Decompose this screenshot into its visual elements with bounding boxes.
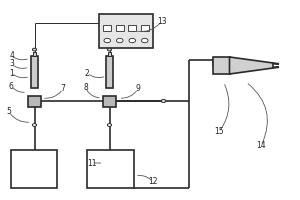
Text: 14: 14 bbox=[256, 142, 266, 150]
Bar bbox=[108, 52, 111, 56]
Text: 15: 15 bbox=[214, 128, 224, 136]
Bar bbox=[33, 52, 36, 56]
Bar bbox=[11, 150, 57, 188]
Circle shape bbox=[107, 124, 112, 126]
Bar bbox=[31, 56, 38, 88]
Text: 6: 6 bbox=[9, 82, 14, 90]
Text: 13: 13 bbox=[157, 17, 167, 25]
Text: 4: 4 bbox=[10, 51, 14, 60]
Text: 11: 11 bbox=[87, 158, 96, 168]
Circle shape bbox=[161, 100, 166, 102]
Text: 3: 3 bbox=[9, 60, 14, 68]
Text: 1: 1 bbox=[9, 68, 14, 77]
Bar bbox=[106, 56, 113, 88]
Text: 9: 9 bbox=[136, 84, 140, 93]
Bar bbox=[103, 96, 116, 106]
Text: 8: 8 bbox=[83, 83, 88, 92]
Bar bbox=[128, 25, 136, 31]
Text: 12: 12 bbox=[148, 178, 158, 186]
Polygon shape bbox=[230, 57, 279, 74]
Bar bbox=[87, 150, 134, 188]
Circle shape bbox=[104, 38, 111, 43]
Bar bbox=[213, 57, 230, 74]
Circle shape bbox=[32, 48, 37, 51]
Text: 5: 5 bbox=[7, 108, 11, 116]
Bar bbox=[103, 25, 112, 31]
Circle shape bbox=[32, 124, 37, 126]
Circle shape bbox=[141, 38, 148, 43]
Text: 7: 7 bbox=[61, 84, 65, 93]
Bar bbox=[28, 96, 41, 106]
Bar bbox=[99, 14, 153, 48]
Circle shape bbox=[161, 100, 166, 102]
Circle shape bbox=[129, 38, 136, 43]
Circle shape bbox=[107, 48, 112, 51]
Bar bbox=[116, 25, 124, 31]
Text: 2: 2 bbox=[85, 68, 89, 77]
Bar bbox=[140, 25, 149, 31]
Circle shape bbox=[116, 38, 123, 43]
